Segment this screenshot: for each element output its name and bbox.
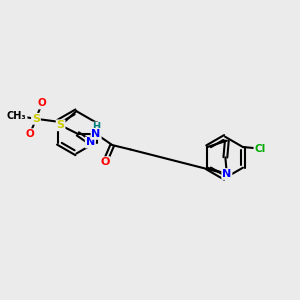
Text: N: N [86, 137, 95, 148]
Text: N: N [222, 169, 232, 179]
Text: O: O [38, 98, 46, 109]
Text: N: N [92, 129, 101, 139]
Text: O: O [100, 157, 110, 167]
Text: Cl: Cl [254, 143, 266, 154]
Text: H: H [92, 122, 100, 132]
Text: S: S [57, 120, 64, 130]
Text: S: S [32, 114, 40, 124]
Text: CH₃: CH₃ [7, 111, 27, 121]
Text: O: O [26, 129, 34, 139]
